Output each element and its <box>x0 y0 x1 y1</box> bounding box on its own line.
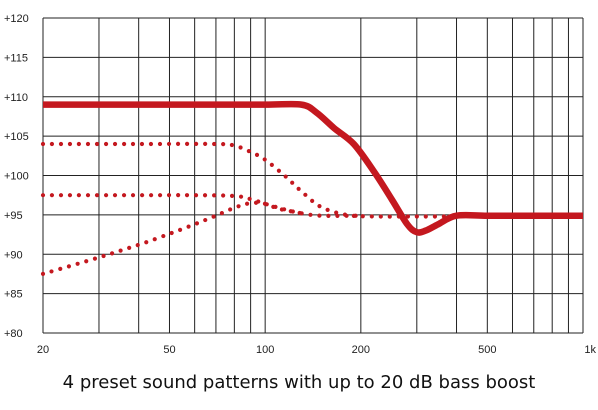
y-tick-label: +90 <box>4 249 23 261</box>
y-tick-label: +110 <box>4 92 28 104</box>
x-tick-label: 100 <box>256 344 274 356</box>
y-tick-label: +120 <box>4 13 29 25</box>
x-tick-label: 200 <box>352 344 370 356</box>
chart-grid <box>42 17 584 334</box>
x-tick-label: 500 <box>478 344 496 356</box>
y-tick-label: +80 <box>4 328 23 340</box>
y-tick-label: +105 <box>4 131 29 143</box>
y-tick-label: +100 <box>4 171 29 183</box>
chart-caption: 4 preset sound patterns with up to 20 dB… <box>62 372 536 393</box>
frequency-response-chart: +80 +85 +90 +95 +100 +105 +110 +115 +120 20 50 100… <box>4 13 597 356</box>
y-axis-ticks: +80 +85 +90 +95 +100 +105 +110 +115 +120 <box>4 13 29 340</box>
series-line-2 <box>40 141 459 219</box>
chart-series <box>40 100 583 276</box>
y-tick-label: +95 <box>4 210 23 222</box>
series-line-3 <box>40 193 363 218</box>
y-tick-label: +85 <box>4 289 23 301</box>
x-tick-label: 20 <box>37 344 49 356</box>
x-axis-ticks: 20 50 100 200 500 1k <box>37 344 597 356</box>
y-tick-label: +115 <box>4 52 28 64</box>
x-tick-label: 1k <box>584 344 596 356</box>
series-line-4 <box>40 200 304 276</box>
x-tick-label: 50 <box>163 344 175 356</box>
series-line-1 <box>43 100 583 236</box>
